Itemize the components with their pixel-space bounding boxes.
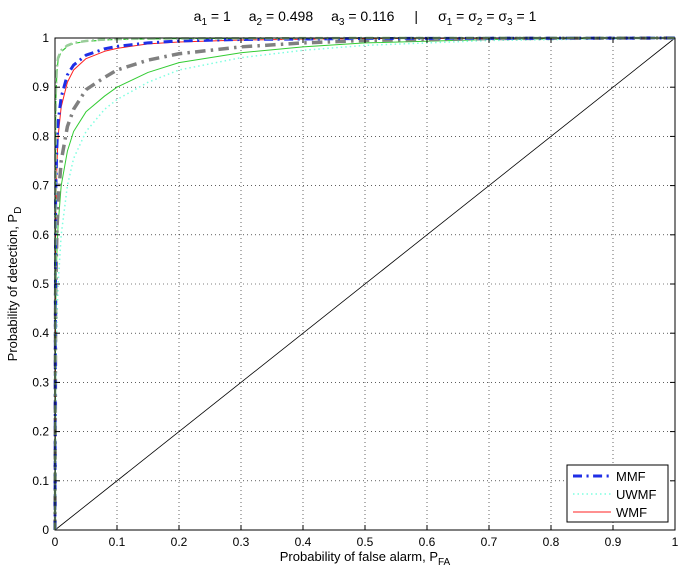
title-a3-sub: 3	[339, 17, 345, 28]
y-tick-label: 0.1	[32, 474, 49, 488]
y-tick-label: 0.2	[32, 425, 49, 439]
series-line-unlabeled-7	[54, 37, 676, 531]
x-axis-label-sub: FA	[438, 557, 451, 568]
y-axis-label-text: Probability of detection, P	[5, 214, 20, 361]
x-tick-label: 0.9	[605, 535, 622, 549]
x-axis-label: Probability of false alarm, PFA	[280, 549, 451, 568]
x-tick-label: 0.7	[481, 535, 498, 549]
y-tick-label: 0.6	[32, 228, 49, 242]
title-a3-val: = 0.116	[344, 8, 394, 24]
title-a1-val: = 1	[207, 8, 231, 24]
title-a1: a	[194, 8, 202, 24]
x-tick-label: 0.5	[357, 535, 374, 549]
title-a1-sub: 1	[201, 17, 207, 28]
y-axis-label: Probability of detection, PD	[5, 207, 24, 362]
title-separator: |	[414, 8, 418, 24]
title-s3-sub: 3	[507, 17, 513, 28]
title-a3: a	[331, 8, 339, 24]
title-s2-sub: 2	[477, 17, 483, 28]
title-eq2: =	[482, 8, 498, 24]
chart-title: a1 = 1 a2 = 0.498 a3 = 0.116 | σ1 = σ2 = σ3 …	[194, 8, 537, 28]
y-tick-label: 0	[42, 523, 49, 537]
x-tick-label: 0	[52, 535, 59, 549]
title-a2-sub: 2	[257, 17, 263, 28]
y-tick-label: 0.4	[32, 326, 49, 340]
series-line-uwmf	[54, 37, 676, 531]
series-line-mmf	[53, 36, 676, 531]
title-a2: a	[249, 8, 257, 24]
x-tick-label: 0.6	[419, 535, 436, 549]
y-tick-label: 0.3	[32, 375, 49, 389]
title-s3: σ	[498, 8, 507, 24]
title-eq1: =	[452, 8, 468, 24]
legend: MMF UWMF WMF	[566, 464, 669, 523]
title-s2: σ	[468, 8, 477, 24]
x-tick-label: 0.8	[543, 535, 560, 549]
legend-label-uwmf: UWMF	[616, 487, 656, 502]
x-tick-label: 1	[672, 535, 679, 549]
x-axis-label-text: Probability of false alarm, P	[280, 549, 438, 564]
series-line-wmf	[54, 37, 676, 531]
title-s1: σ	[438, 8, 447, 24]
legend-label-mmf: MMF	[616, 469, 646, 484]
x-tick-label: 0.1	[109, 535, 126, 549]
title-s-val: = 1	[513, 8, 537, 24]
title-s1-sub: 1	[447, 17, 453, 28]
x-tick-label: 0.3	[233, 535, 250, 549]
y-axis-label-sub: D	[13, 207, 24, 214]
axis-ticks: 0 0.1 0.2 0.3 0.4 0.5 0.6 0.7 0.8 0.9 1 0 0.1 0.2 0.3 0…	[32, 31, 678, 549]
y-tick-label: 0.5	[32, 277, 49, 291]
title-a2-val: = 0.498	[262, 8, 313, 24]
legend-label-wmf: WMF	[616, 505, 647, 520]
x-tick-label: 0.2	[171, 535, 188, 549]
x-tick-label: 0.4	[295, 535, 312, 549]
y-tick-label: 0.8	[32, 129, 49, 143]
y-tick-label: 0.7	[32, 179, 49, 193]
y-tick-label: 0.9	[32, 80, 49, 94]
y-tick-label: 1	[42, 31, 49, 45]
